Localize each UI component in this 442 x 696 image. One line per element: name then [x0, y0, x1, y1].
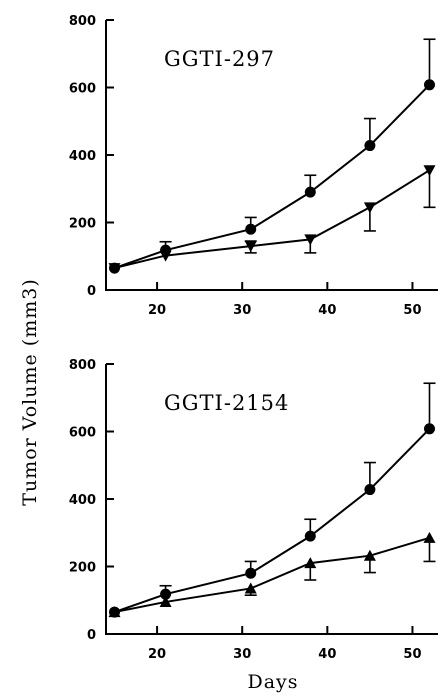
data-point-triangle-down: [304, 234, 317, 246]
series-line: [114, 169, 431, 270]
y-tick-label: 200: [69, 217, 96, 232]
y-tick-label: 800: [69, 358, 96, 373]
data-point-triangle-up: [159, 595, 172, 607]
data-point-triangle-down: [159, 250, 172, 262]
x-tick-label: 40: [318, 647, 336, 662]
chart-panel-ggti-297: 0 200 400 600 800 20 30 40 50 GGTI-297: [69, 14, 438, 318]
y-tick-label: 400: [69, 493, 96, 508]
y-tick-label: 800: [69, 14, 96, 29]
data-point-circle: [423, 79, 435, 91]
panel-title: GGTI-2154: [164, 391, 289, 415]
panel-title: GGTI-297: [164, 47, 275, 71]
data-point-circle: [245, 567, 257, 579]
data-point-triangle-up: [108, 606, 121, 618]
chart-panel-ggti-2154: 0 200 400 600 800 20 30 40 50 GGTI-2154: [69, 358, 438, 662]
data-point-circle: [364, 484, 376, 496]
x-tick-label: 20: [148, 647, 166, 662]
x-tick-label: 30: [233, 647, 251, 662]
data-point-triangle-down: [244, 241, 257, 253]
x-axis-title: Days: [247, 671, 298, 693]
data-point-triangle-up: [423, 531, 436, 543]
data-point-triangle-down: [423, 165, 436, 177]
x-tick-label: 50: [403, 303, 421, 318]
series-line: [114, 84, 431, 270]
series-line: [114, 428, 431, 614]
y-tick-label: 600: [69, 82, 96, 97]
y-tick-label: 400: [69, 149, 96, 164]
data-point-triangle-up: [244, 582, 257, 594]
y-axis-title: Tumor Volume (mm3): [19, 278, 41, 505]
y-tick-label: 200: [69, 561, 96, 576]
x-tick-label: 20: [148, 303, 166, 318]
series-line: [114, 536, 430, 614]
x-tick-label: 50: [403, 647, 421, 662]
data-point-triangle-down: [363, 202, 376, 214]
x-tick-label: 40: [318, 303, 336, 318]
data-point-circle: [364, 140, 376, 152]
x-tick-label: 30: [233, 303, 251, 318]
data-point-circle: [304, 186, 316, 198]
data-point-circle: [245, 223, 257, 235]
data-point-circle: [304, 530, 316, 542]
data-point-circle: [423, 423, 435, 435]
data-point-circle: [160, 588, 172, 600]
y-tick-label: 0: [87, 284, 96, 299]
data-point-triangle-up: [363, 549, 376, 561]
data-point-triangle-down: [108, 263, 121, 275]
y-tick-label: 0: [87, 628, 96, 643]
y-tick-label: 600: [69, 426, 96, 441]
data-point-triangle-up: [304, 557, 317, 569]
